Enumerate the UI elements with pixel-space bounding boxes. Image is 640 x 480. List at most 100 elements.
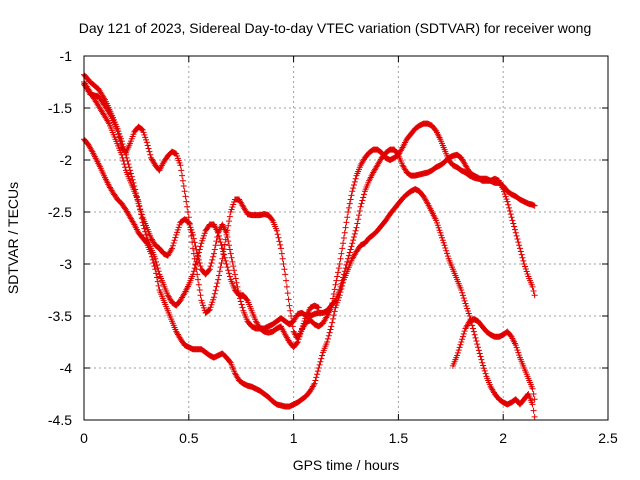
data-point-marker xyxy=(281,266,288,273)
data-point-marker xyxy=(189,271,196,278)
data-point-marker xyxy=(193,258,200,265)
data-point-marker xyxy=(237,298,244,305)
data-point-marker xyxy=(355,216,362,223)
data-point-marker xyxy=(141,225,148,232)
data-point-marker xyxy=(213,238,220,245)
data-point-marker xyxy=(119,140,126,147)
data-point-marker xyxy=(311,380,318,387)
data-point-marker xyxy=(529,385,536,392)
data-point-marker xyxy=(122,164,129,171)
data-point-marker xyxy=(511,223,518,230)
data-point-marker xyxy=(225,222,232,229)
data-point-marker xyxy=(347,196,354,203)
data-point-marker xyxy=(220,248,227,255)
data-point-marker xyxy=(530,391,537,397)
data-point-marker xyxy=(168,246,175,253)
data-point-marker xyxy=(152,266,159,273)
data-point-marker xyxy=(283,283,290,290)
data-point-marker xyxy=(339,245,346,252)
data-point-marker xyxy=(170,239,177,246)
data-point-marker xyxy=(268,216,275,223)
data-point-marker xyxy=(195,252,202,259)
data-point-marker xyxy=(348,243,355,250)
data-point-marker xyxy=(458,287,465,293)
data-point-marker xyxy=(221,241,228,248)
data-point-marker xyxy=(153,258,160,265)
data-point-marker xyxy=(212,242,219,249)
data-point-marker xyxy=(285,296,292,303)
data-point-marker xyxy=(316,361,323,368)
data-point-marker xyxy=(470,328,477,335)
data-point-marker xyxy=(472,334,479,341)
data-point-marker xyxy=(287,307,294,314)
data-point-marker xyxy=(352,227,359,234)
data-point-marker xyxy=(177,162,184,169)
data-point-marker xyxy=(345,252,352,259)
data-point-marker xyxy=(298,328,305,335)
x-tick-label: 2 xyxy=(499,430,507,446)
data-point-marker xyxy=(179,177,186,184)
data-point-marker xyxy=(351,230,358,237)
data-point-marker xyxy=(349,188,356,195)
data-point-marker xyxy=(444,250,451,257)
data-point-marker xyxy=(191,265,198,272)
data-point-marker xyxy=(150,259,157,266)
data-point-marker xyxy=(331,286,338,293)
data-point-marker xyxy=(332,281,339,288)
data-point-marker xyxy=(359,197,366,204)
data-point-marker xyxy=(216,268,223,275)
data-point-marker xyxy=(336,292,343,299)
data-point-marker xyxy=(140,222,147,229)
data-point-marker xyxy=(219,255,226,262)
data-point-marker xyxy=(327,326,334,333)
data-point-marker xyxy=(531,413,538,420)
data-point-marker xyxy=(219,245,226,252)
data-point-marker xyxy=(233,279,240,286)
data-point-marker xyxy=(215,232,222,239)
data-point-marker xyxy=(138,211,145,218)
x-axis-label: GPS time / hours xyxy=(293,457,400,473)
data-point-marker xyxy=(169,242,176,249)
data-point-marker xyxy=(229,258,236,265)
data-point-marker xyxy=(518,251,525,258)
data-point-marker xyxy=(277,241,284,248)
data-point-marker xyxy=(184,209,191,215)
data-point-marker xyxy=(207,263,214,270)
y-tick-label: -2 xyxy=(60,152,73,168)
data-point-marker xyxy=(105,119,112,126)
data-point-marker xyxy=(169,245,176,252)
data-point-marker xyxy=(516,242,523,249)
data-point-marker xyxy=(529,283,536,290)
data-point-marker xyxy=(315,304,322,311)
data-point-marker xyxy=(121,161,128,168)
data-point-marker xyxy=(508,214,515,221)
y-tick-label: -3 xyxy=(60,256,73,272)
data-point-marker xyxy=(315,365,322,371)
data-point-marker xyxy=(509,217,516,224)
data-point-marker xyxy=(138,126,145,133)
data-point-marker xyxy=(217,239,224,246)
data-point-marker xyxy=(179,172,186,179)
data-point-marker xyxy=(88,147,95,154)
data-point-marker xyxy=(139,219,146,226)
data-point-marker xyxy=(340,240,347,247)
data-point-marker xyxy=(325,332,332,339)
data-point-marker xyxy=(278,245,285,252)
data-point-marker xyxy=(344,214,351,221)
data-point-marker xyxy=(357,203,364,210)
data-point-marker xyxy=(152,255,159,262)
data-point-marker xyxy=(225,238,232,245)
data-point-marker xyxy=(345,209,352,215)
data-point-marker xyxy=(444,253,451,260)
data-point-marker xyxy=(331,298,338,305)
data-point-marker xyxy=(274,231,281,238)
plot-frame xyxy=(83,55,609,421)
data-point-marker xyxy=(349,240,356,247)
y-axis-label: SDTVAR / TECUs xyxy=(5,182,21,294)
data-point-marker xyxy=(314,371,321,378)
data-point-marker xyxy=(286,302,293,309)
data-point-marker xyxy=(454,349,461,356)
data-point-marker xyxy=(330,312,337,319)
data-point-marker xyxy=(334,273,341,280)
data-point-marker xyxy=(335,265,342,272)
